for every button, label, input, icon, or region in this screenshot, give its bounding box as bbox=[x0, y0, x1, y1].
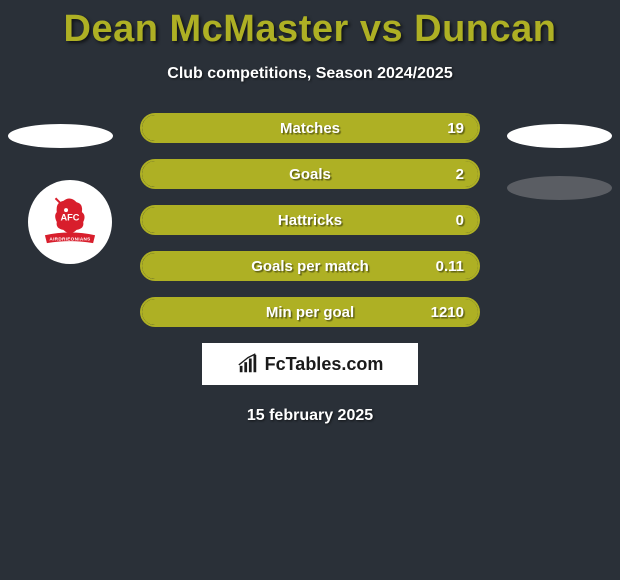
subtitle: Club competitions, Season 2024/2025 bbox=[0, 65, 620, 83]
date-text: 15 february 2025 bbox=[0, 407, 620, 425]
stat-label: Hattricks bbox=[278, 212, 342, 229]
player-left-placeholder bbox=[8, 124, 113, 148]
stat-row-min-per-goal: Min per goal 1210 bbox=[140, 297, 480, 327]
stat-value: 0.11 bbox=[436, 258, 464, 275]
brand-text: FcTables.com bbox=[265, 354, 384, 375]
crest-icon: AFC AIRDRIEONIANS bbox=[37, 189, 103, 255]
brand-box[interactable]: FcTables.com bbox=[202, 343, 418, 385]
stat-row-hattricks: Hattricks 0 bbox=[140, 205, 480, 235]
player-right-placeholder-2 bbox=[507, 176, 612, 200]
stat-row-goals-per-match: Goals per match 0.11 bbox=[140, 251, 480, 281]
stat-row-matches: Matches 19 bbox=[140, 113, 480, 143]
svg-text:AIRDRIEONIANS: AIRDRIEONIANS bbox=[49, 236, 90, 241]
stat-value: 2 bbox=[456, 166, 464, 183]
stat-value: 19 bbox=[447, 120, 464, 137]
stat-row-goals: Goals 2 bbox=[140, 159, 480, 189]
stat-label: Goals per match bbox=[251, 258, 369, 275]
chart-icon bbox=[237, 353, 259, 375]
stats-container: Matches 19 Goals 2 Hattricks 0 Goals per… bbox=[140, 113, 480, 327]
stat-label: Matches bbox=[280, 120, 340, 137]
club-crest: AFC AIRDRIEONIANS bbox=[28, 180, 112, 264]
stat-label: Min per goal bbox=[266, 304, 354, 321]
stat-label: Goals bbox=[289, 166, 331, 183]
svg-text:AFC: AFC bbox=[61, 213, 80, 223]
page-title: Dean McMaster vs Duncan bbox=[0, 0, 620, 51]
stat-value: 1210 bbox=[431, 304, 464, 321]
player-right-placeholder-1 bbox=[507, 124, 612, 148]
stat-value: 0 bbox=[456, 212, 464, 229]
